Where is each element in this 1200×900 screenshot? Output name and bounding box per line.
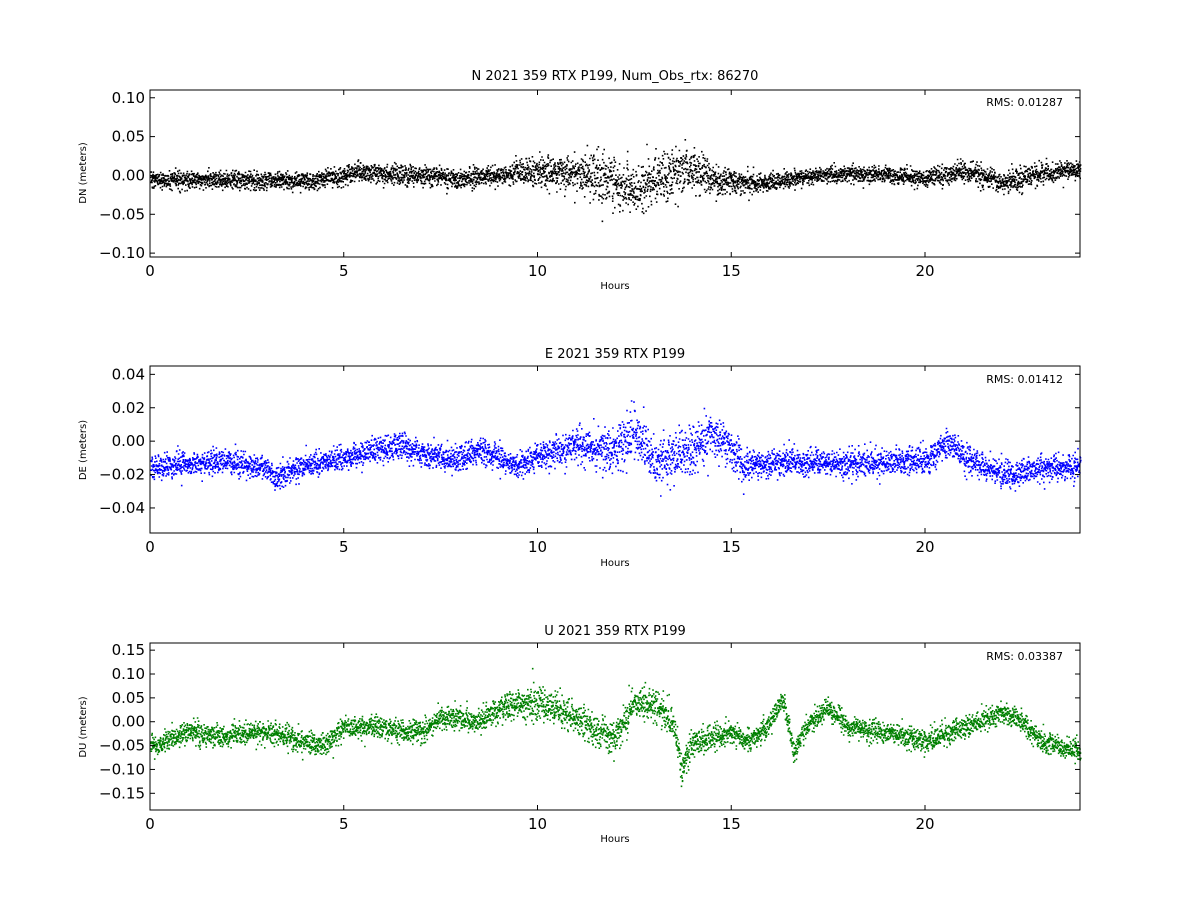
rms-annotation: RMS: 0.03387	[986, 650, 1063, 663]
chart-title: N 2021 359 RTX P199, Num_Obs_rtx: 86270	[472, 69, 759, 84]
x-tick-label: 10	[528, 815, 547, 833]
chart-title: U 2021 359 RTX P199	[544, 624, 686, 639]
x-tick-label: 20	[915, 815, 934, 833]
x-tick-label: 15	[722, 815, 741, 833]
x-tick-label: 5	[339, 538, 349, 556]
rms-annotation: RMS: 0.01412	[986, 373, 1063, 386]
y-tick-label: −0.05	[99, 205, 145, 223]
x-axis-label: Hours	[600, 834, 629, 845]
x-tick-label: 10	[528, 538, 547, 556]
x-axis-label: Hours	[600, 558, 629, 569]
plot-frame	[149, 89, 1081, 258]
y-tick-label: −0.10	[99, 760, 145, 778]
y-tick-label: 0.00	[112, 166, 145, 184]
y-axis-label: DN (meters)	[78, 142, 89, 204]
y-tick-label: −0.15	[99, 784, 145, 802]
y-axis: −0.04 −0.02 0.00 0.02 0.04	[99, 365, 1080, 517]
x-tick-label: 15	[722, 262, 741, 280]
y-tick-label: 0.10	[112, 89, 145, 107]
data-points	[150, 400, 1082, 497]
y-tick-label: −0.10	[99, 244, 145, 262]
data-point-cloud	[150, 139, 1082, 223]
subplot-up: U 2021 359 RTX P199 0 5 10 15 20 −0.15−0.10−…	[78, 624, 1082, 845]
y-tick-label: 0.05	[112, 689, 145, 707]
y-tick-label: −0.05	[99, 737, 145, 755]
data-points	[150, 667, 1082, 788]
subplot-north: N 2021 359 RTX P199, Num_Obs_rtx: 86270 …	[78, 69, 1082, 292]
y-axis-label: DE (meters)	[78, 420, 89, 480]
plot-frame	[149, 642, 1081, 811]
x-tick-label: 15	[722, 538, 741, 556]
x-tick-label: 20	[915, 262, 934, 280]
x-tick-label: 5	[339, 262, 349, 280]
x-axis-label: Hours	[600, 281, 629, 292]
x-axis: 0 5 10 15 20	[145, 90, 935, 280]
data-points	[150, 139, 1082, 223]
y-tick-label: 0.10	[112, 665, 145, 683]
y-tick-label: 0.04	[112, 365, 145, 383]
data-point-cloud	[150, 400, 1082, 497]
x-tick-label: 0	[145, 815, 155, 833]
y-axis: −0.15 −0.10 −0.05 0.00 0.05 0.10 0.15	[99, 641, 1080, 802]
x-tick-label: 10	[528, 262, 547, 280]
y-tick-label: 0.02	[112, 399, 145, 417]
y-axis: −0.10 −0.05 0.00 0.05 0.10	[99, 89, 1080, 262]
y-tick-label: 0.00	[112, 432, 145, 450]
data-point-cloud	[150, 667, 1082, 788]
x-tick-label: 5	[339, 815, 349, 833]
chart-title: E 2021 359 RTX P199	[545, 347, 685, 362]
y-tick-label: −0.04	[99, 499, 145, 517]
y-tick-label: 0.00	[112, 713, 145, 731]
y-axis-label: DU (meters)	[78, 696, 89, 757]
y-tick-label: 0.05	[112, 128, 145, 146]
y-tick-label: 0.15	[112, 641, 145, 659]
x-tick-label: 0	[145, 262, 155, 280]
x-axis: 0 5 10 15 20	[145, 643, 935, 833]
rms-annotation: RMS: 0.01287	[986, 96, 1063, 109]
subplot-east: E 2021 359 RTX P199 0 5 10 15 20 −0.04−0.020…	[78, 347, 1082, 569]
x-axis: 0 5 10 15 20	[145, 366, 935, 556]
y-tick-label: −0.02	[99, 466, 145, 484]
x-tick-label: 20	[915, 538, 934, 556]
x-tick-label: 0	[145, 538, 155, 556]
plot-frame	[149, 365, 1081, 534]
